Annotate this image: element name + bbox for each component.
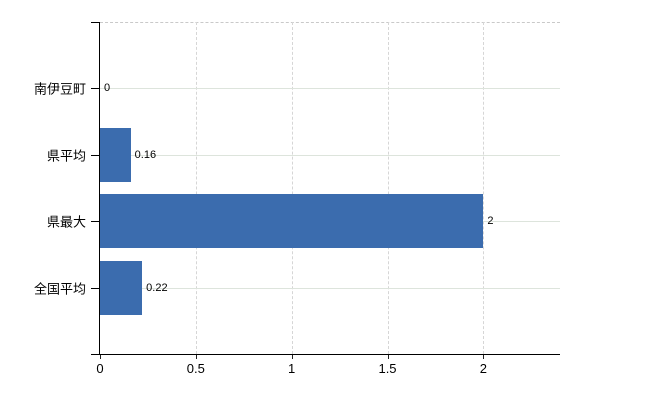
x-axis-tick [195, 355, 197, 359]
x-axis-tick [483, 355, 485, 359]
gridline-vertical [483, 22, 485, 354]
x-tick-label: 0 [96, 361, 104, 376]
x-tick-label: 2 [479, 361, 487, 376]
category-label: 県最大 [46, 214, 86, 230]
category-tick [91, 221, 99, 223]
gridline-vertical [387, 22, 389, 354]
bar-value-label: 0.22 [146, 281, 168, 294]
x-tick-label: 0.5 [186, 361, 205, 376]
category-label: 全国平均 [33, 281, 86, 297]
category-label: 県平均 [46, 148, 86, 164]
bar [100, 194, 484, 249]
bar-value-label: 0.16 [134, 148, 157, 161]
x-axis-tick [387, 355, 389, 359]
plot-top-border [100, 22, 560, 23]
gridline-horizontal [100, 287, 560, 289]
x-axis-tick [291, 355, 293, 359]
gridline-horizontal [100, 88, 560, 90]
x-axis-tick [100, 355, 101, 359]
bar [100, 260, 143, 315]
gridline-vertical [291, 22, 293, 354]
x-tick-label: 1 [288, 361, 296, 376]
bar-value-label: 0 [104, 82, 111, 95]
category-tick [91, 154, 99, 156]
y-axis-end-tick [91, 22, 99, 23]
bar [100, 127, 131, 182]
gridline-vertical [195, 22, 197, 354]
gridline-horizontal [100, 154, 560, 156]
category-tick [91, 88, 99, 90]
category-label: 南伊豆町 [33, 81, 86, 97]
x-axis-line [91, 354, 560, 355]
y-axis-line [99, 22, 100, 355]
bar-value-label: 2 [487, 215, 494, 228]
x-tick-label: 1.5 [378, 361, 397, 376]
category-tick [91, 287, 99, 289]
